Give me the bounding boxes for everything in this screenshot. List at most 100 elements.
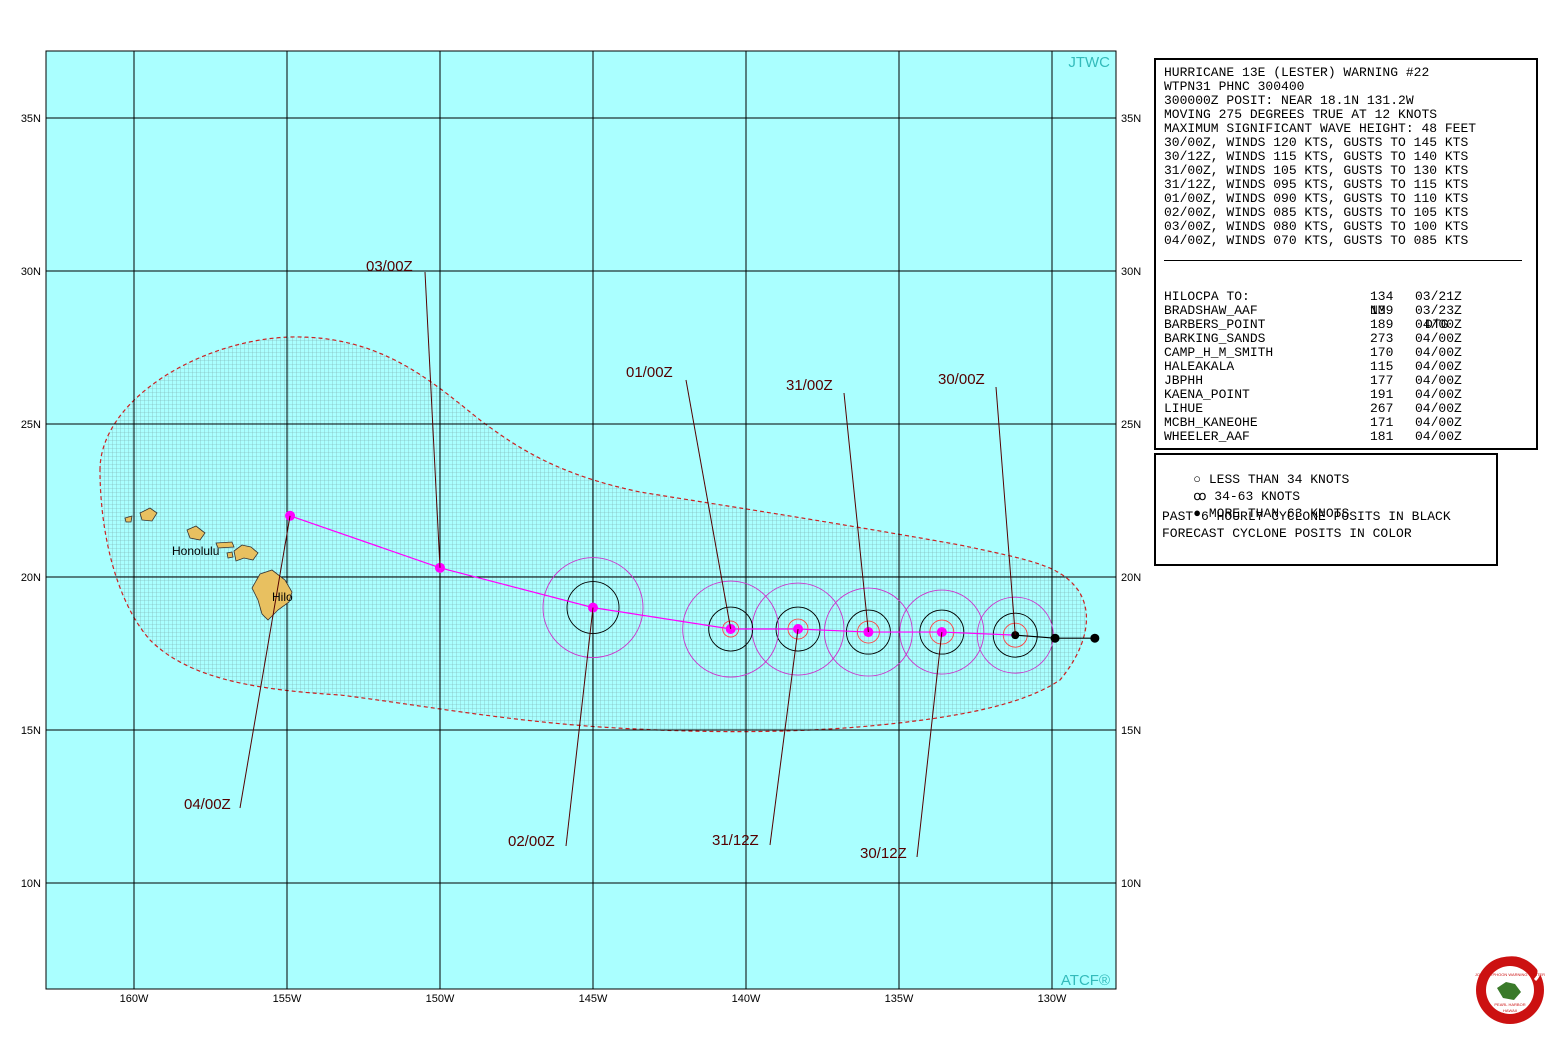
leader-line: [843, 392, 869, 633]
leader-line: [239, 515, 291, 809]
warning-line: MAXIMUM SIGNIFICANT WAVE HEIGHT: 48 FEET: [1164, 121, 1477, 136]
lat-label-left: 15N: [21, 725, 41, 737]
cpa-dtg: 03/23Z: [1415, 303, 1462, 318]
maui: [233, 544, 259, 562]
label-leaders: [239, 271, 1016, 858]
radius-50kt: [992, 612, 1038, 658]
cpa-row: BARBERS_POINT 189 04/00Z: [1164, 318, 1462, 332]
cpa-nm: 177: [1370, 373, 1394, 388]
cpa-row: MCBH_KANEOHE 171 04/00Z: [1164, 416, 1462, 430]
lon-label: 130W: [1038, 993, 1067, 1005]
cpa-station: BRADSHAW_AAF: [1164, 303, 1258, 318]
legend-lt34-label: LESS THAN 34 KNOTS: [1208, 472, 1350, 487]
past-point: [1050, 633, 1060, 643]
cpa-dtg: 04/00Z: [1415, 387, 1462, 402]
hilo-label: Hilo: [272, 590, 293, 604]
lat-label-left: 20N: [21, 572, 41, 584]
cpa-dtg: 04/00Z: [1415, 345, 1462, 360]
forecast-time-label: 04/00Z: [184, 796, 231, 813]
warning-line: 300000Z POSIT: NEAR 18.1N 131.2W: [1164, 93, 1414, 108]
cpa-header-dtg: DTG: [1425, 317, 1449, 332]
lanai: [226, 551, 234, 559]
warning-line: 04/00Z, WINDS 070 KTS, GUSTS TO 085 KTS: [1164, 233, 1469, 248]
lat-label-right: 15N: [1121, 725, 1141, 737]
atcf-brand: ATCF®: [1061, 972, 1110, 989]
big-island: [251, 569, 293, 621]
cpa-header-label: CPA TO:: [1195, 289, 1250, 304]
cpa-dtg: 04/00Z: [1415, 373, 1462, 388]
cpa-dtg: 04/00Z: [1415, 359, 1462, 374]
cpa-station: HALEAKALA: [1164, 359, 1235, 374]
legend-lt34: ○ LESS THAN 34 KNOTS: [1162, 459, 1349, 501]
leader-line: [995, 386, 1016, 636]
cpa-row: LIHUE 267 04/00Z: [1164, 402, 1462, 416]
cpa-station: HILO: [1164, 289, 1196, 304]
cpa-dtg: 04/00Z: [1415, 415, 1462, 430]
forecast-time-label: 31/00Z: [786, 377, 833, 394]
cpa-nm: 181: [1370, 429, 1394, 444]
forecast-time-label: 01/00Z: [626, 364, 673, 381]
cpa-station: CAMP_H_M_SMITH: [1164, 345, 1274, 360]
radius-34kt: [542, 557, 644, 659]
cpa-nm: 139: [1370, 303, 1394, 318]
cpa-nm: 134: [1370, 289, 1394, 304]
cpa-dtg: 04/00Z: [1415, 401, 1462, 416]
panel-separator: [1164, 260, 1522, 261]
cpa-dtg: 03/21Z: [1415, 289, 1462, 304]
logo-island: [1497, 982, 1521, 1000]
cpa-station: BARKING_SANDS: [1164, 331, 1266, 346]
legend-forecast-note: FORECAST CYCLONE POSITS IN COLOR: [1162, 526, 1412, 541]
cpa-station: WHEELER_AAF: [1164, 429, 1250, 444]
warning-line: 31/00Z, WINDS 105 KTS, GUSTS TO 130 KTS: [1164, 163, 1469, 178]
hurricane-icon: ●: [1193, 506, 1202, 521]
jtwc-brand: JTWC: [1068, 54, 1110, 71]
logo-name: JOINT TYPHOON WARNING CENTER: [1475, 972, 1545, 977]
open-circle-icon: ○: [1193, 472, 1202, 487]
axis-labels: 35N 35N 30N 30N 25N 25N 20N 20N 15N 15N 10N 10N 160W…: [21, 113, 1141, 1005]
cpa-nm: 115: [1370, 359, 1394, 374]
cpa-row: JBPHH 177 04/00Z: [1164, 373, 1462, 388]
kauai: [139, 507, 158, 522]
cpa-station: JBPHH: [1164, 373, 1204, 388]
cpa-dtg: 04/00Z: [1415, 429, 1462, 444]
leader-line: [769, 628, 799, 846]
cpa-nm: 171: [1370, 415, 1394, 430]
cpa-nm: 170: [1370, 345, 1394, 360]
oahu: [186, 525, 206, 541]
cpa-nm: 267: [1370, 401, 1394, 416]
lat-label-right: 25N: [1121, 419, 1141, 431]
hawaiian-islands: [124, 507, 293, 621]
forecast-track-line: [289, 515, 1016, 636]
tropical-storm-icon: ꚙ: [1193, 489, 1207, 504]
leader-line: [685, 379, 732, 630]
past-point: [1090, 633, 1100, 643]
forecast-time-label: 02/00Z: [508, 833, 555, 850]
lat-label-right: 30N: [1121, 266, 1141, 278]
forecast-time-label: 03/00Z: [366, 258, 413, 275]
cpa-dtg: 04/00Z: [1415, 317, 1462, 332]
logo-loc1: PEARL HARBOR: [1494, 1002, 1525, 1007]
legend-34-63-label: 34-63 KNOTS: [1214, 489, 1301, 504]
cpa-nm: 191: [1370, 387, 1394, 402]
lon-label: 135W: [885, 993, 914, 1005]
radius-50kt: [566, 581, 620, 635]
cpa-row: HILO 134 03/21Z: [1164, 289, 1462, 304]
warning-line: WTPN31 PHNC 300400: [1164, 79, 1305, 94]
forecast-time-label: 31/12Z: [712, 832, 759, 849]
honolulu-label: Honolulu: [172, 544, 219, 558]
cpa-station: KAENA_POINT: [1164, 387, 1250, 402]
lon-label: 150W: [426, 993, 455, 1005]
forecast-time-labels: 30/00Z 30/12Z 31/00Z 31/12Z 01/00Z 02/00Z 03/0…: [184, 258, 985, 862]
lon-label: 140W: [732, 993, 761, 1005]
lat-label-left: 25N: [21, 419, 41, 431]
leader-line: [565, 607, 594, 847]
logo-swirl: [1489, 953, 1541, 982]
warning-line: 02/00Z, WINDS 085 KTS, GUSTS TO 105 KTS: [1164, 205, 1469, 220]
warning-line: HURRICANE 13E (LESTER) WARNING #22: [1164, 65, 1430, 80]
forecast-time-label: 30/12Z: [860, 845, 907, 862]
leader-line: [916, 632, 943, 858]
logo-loc2: HAWAII: [1503, 1008, 1517, 1013]
legend-34-63: ꚙ 34-63 KNOTS: [1162, 476, 1300, 518]
warning-line: 03/00Z, WINDS 080 KTS, GUSTS TO 100 KTS: [1164, 219, 1469, 234]
